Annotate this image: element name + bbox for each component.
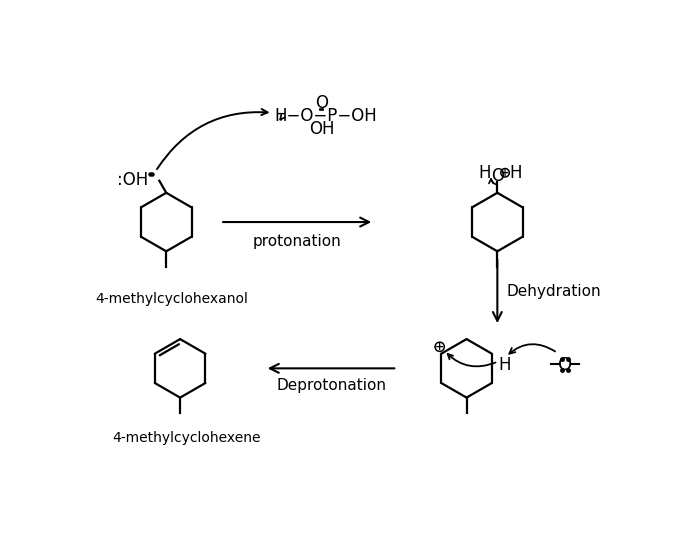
Text: H: H [510, 164, 522, 182]
Text: H: H [479, 164, 491, 182]
Text: H: H [498, 355, 510, 373]
Text: O: O [491, 167, 504, 185]
Text: OH: OH [309, 120, 335, 138]
Text: protonation: protonation [253, 234, 342, 249]
Text: +: + [501, 168, 509, 178]
Text: :OH: :OH [118, 171, 148, 189]
Text: Deprotonation: Deprotonation [276, 378, 386, 393]
Text: O: O [315, 94, 328, 112]
Text: Dehydration: Dehydration [507, 284, 601, 299]
Text: H−O−P−OH: H−O−P−OH [274, 107, 377, 125]
Text: 4-methylcyclohexanol: 4-methylcyclohexanol [95, 292, 248, 306]
Text: +: + [435, 342, 444, 352]
Text: 4-methylcyclohexene: 4-methylcyclohexene [112, 431, 261, 445]
Text: O: O [558, 355, 572, 373]
